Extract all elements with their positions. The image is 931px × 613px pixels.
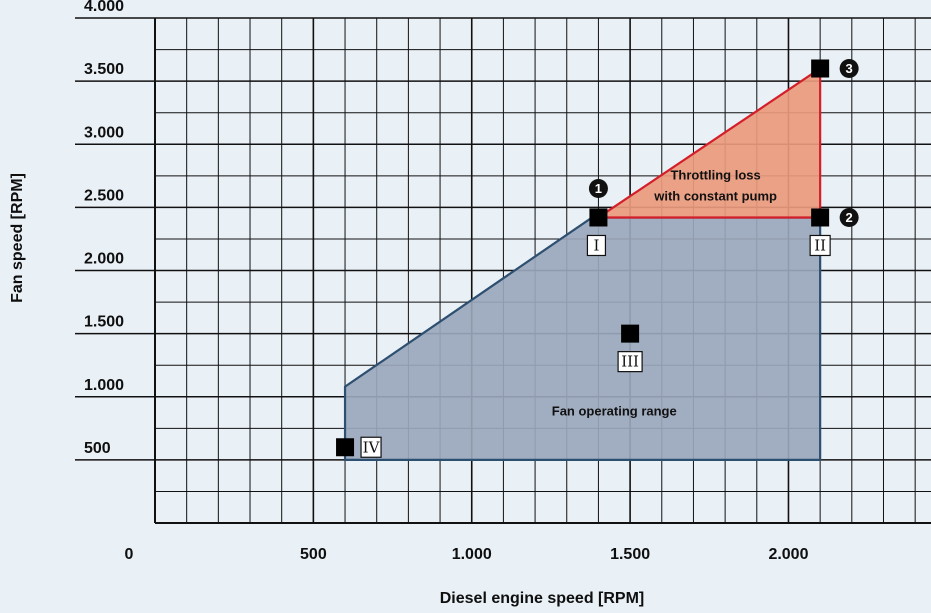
x-tick-label: 500	[300, 546, 327, 563]
point-number-badge	[839, 207, 859, 227]
region-label-line: with constant pump	[653, 189, 777, 204]
point-roman-box	[809, 234, 831, 257]
x-tick-label: 2.000	[768, 546, 808, 563]
region-label-line: Throttling loss	[670, 168, 760, 183]
data-point-marker	[336, 438, 355, 457]
y-tick-label: 1.000	[84, 377, 124, 394]
point-number-badge	[839, 59, 859, 78]
x-tick-label: 0	[125, 546, 134, 563]
point-roman-box	[617, 351, 643, 373]
point-number-label: 2	[846, 210, 853, 225]
point-number-label: 3	[846, 61, 853, 76]
point-number-badge	[588, 178, 608, 198]
data-point-marker	[811, 208, 830, 227]
y-tick-label: 4.000	[84, 0, 124, 15]
y-tick-label: 2.500	[84, 187, 124, 204]
point-roman-label: I	[593, 236, 599, 254]
x-axis-title: Diesel engine speed [RPM]	[440, 590, 645, 607]
point-roman-label: III	[621, 353, 639, 371]
point-roman-label: IV	[363, 438, 381, 456]
x-tick-label: 1.000	[452, 546, 492, 563]
y-axis-title: Fan speed [RPM]	[9, 173, 26, 303]
throttling-loss-region	[594, 66, 822, 219]
y-tick-label: 3.500	[84, 61, 124, 78]
data-point-marker	[589, 208, 608, 227]
y-tick-label: 1.500	[84, 314, 124, 331]
region-label: Fan operating range	[552, 404, 677, 419]
y-tick-label: 2.000	[84, 251, 124, 268]
point-roman-label: II	[814, 236, 826, 254]
regions	[343, 66, 822, 461]
y-tick-label: 3.000	[84, 124, 124, 141]
data-point-marker	[621, 324, 640, 343]
data-points: I 1 II 2 3 III IV	[336, 59, 859, 458]
labels: Fan operating range Throttling loss with c…	[84, 0, 809, 563]
point-number-label: 1	[595, 181, 602, 196]
x-tick-label: 1.500	[610, 546, 650, 563]
fan-operating-range-region	[343, 216, 822, 461]
data-point-marker	[811, 59, 830, 78]
point-roman-box	[360, 436, 382, 458]
axes	[154, 18, 931, 524]
point-roman-box	[586, 234, 607, 257]
y-tick-label: 500	[84, 440, 111, 457]
